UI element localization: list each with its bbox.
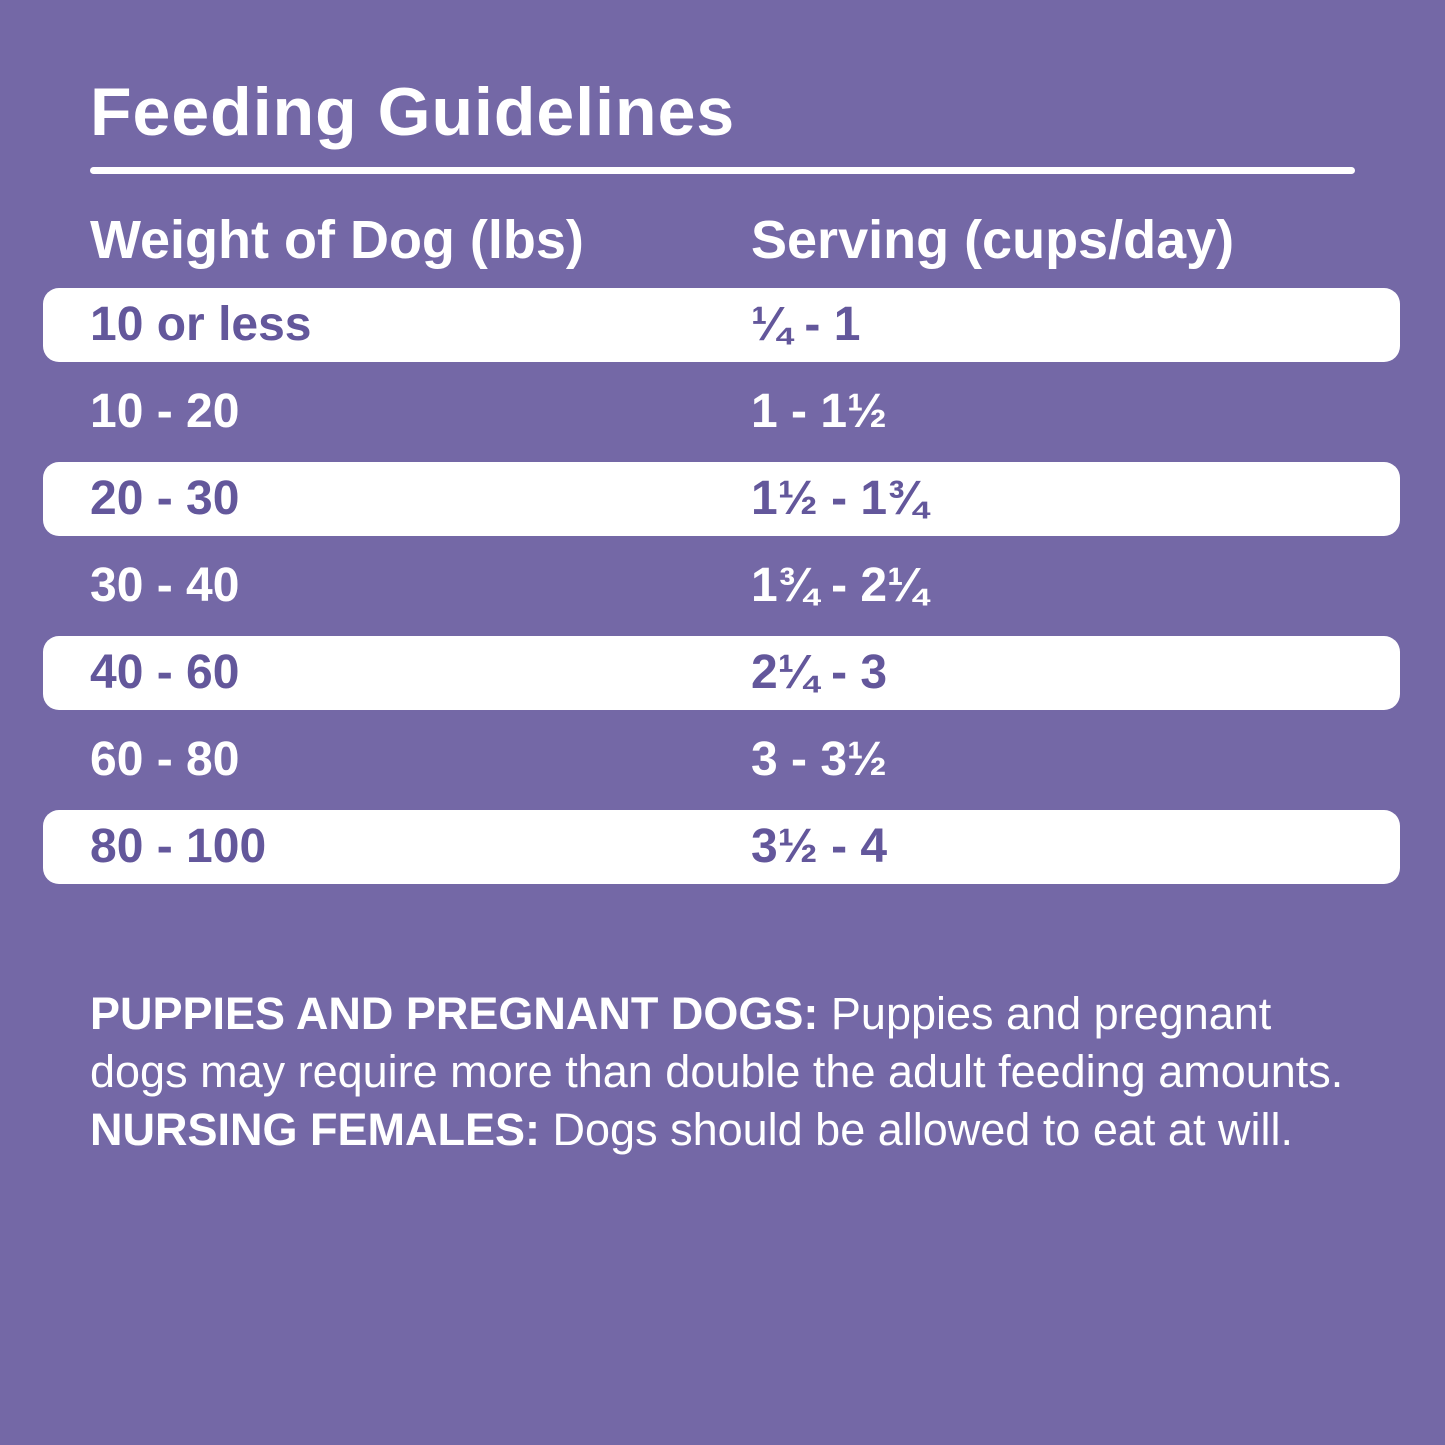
table-row: 60 - 80 3 - 3½ [43,723,1400,797]
serving-cell: 3½ - 4 [751,820,888,873]
table-row: 20 - 30 1½ - 1¾ [43,462,1400,536]
table-row: 40 - 60 2¼ - 3 [43,636,1400,710]
weight-cell: 60 - 80 [90,733,240,786]
table-row: 30 - 40 1¾ - 2¼ [43,549,1400,623]
feeding-note: PUPPIES AND PREGNANT DOGS: Puppies and p… [90,985,1362,1159]
weight-cell: 20 - 30 [90,472,240,525]
note-text-segment: Puppies and pregnant dogs may require mo… [90,988,1344,1097]
serving-cell: ¼ - 1 [751,298,861,351]
note-heading-segment: PUPPIES AND PREGNANT DOGS: [90,988,831,1039]
table-header: Weight of Dog (lbs) Serving (cups/day) [0,213,1445,267]
serving-cell: 1½ - 1¾ [751,472,928,525]
weight-cell: 80 - 100 [90,820,267,873]
column-header-weight: Weight of Dog (lbs) [90,210,584,270]
column-header-serving: Serving (cups/day) [751,210,1235,270]
feeding-table: 10 or less ¼ - 1 10 - 20 1 - 1½ 20 - 30 1½ - … [43,288,1400,897]
note-text-segment: Dogs should be allowed to eat at will. [552,1104,1293,1155]
note-heading-segment: NURSING FEMALES: [90,1104,553,1155]
weight-cell: 10 - 20 [90,385,240,438]
table-row: 10 - 20 1 - 1½ [43,375,1400,449]
page-title: Feeding Guidelines [90,74,736,150]
serving-cell: 1¾ - 2¼ [751,559,928,612]
weight-cell: 40 - 60 [90,646,240,699]
title-divider [90,167,1355,174]
serving-cell: 2¼ - 3 [751,646,888,699]
table-row: 80 - 100 3½ - 4 [43,810,1400,884]
serving-cell: 1 - 1½ [751,385,888,438]
table-row: 10 or less ¼ - 1 [43,288,1400,362]
weight-cell: 30 - 40 [90,559,240,612]
weight-cell: 10 or less [90,298,312,351]
serving-cell: 3 - 3½ [751,733,888,786]
